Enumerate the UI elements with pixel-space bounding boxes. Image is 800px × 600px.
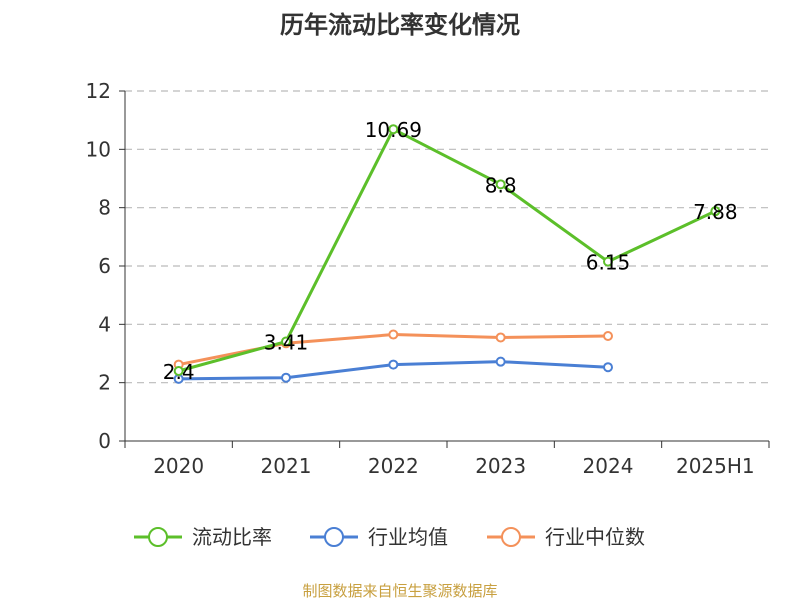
x-tick-label: 2020 xyxy=(153,454,204,478)
y-tick-label: 8 xyxy=(98,196,111,220)
y-tick-label: 6 xyxy=(98,254,111,278)
data-label: 10.69 xyxy=(365,118,422,142)
legend-marker xyxy=(148,527,168,547)
data-point xyxy=(603,331,613,341)
legend-label: 行业均值 xyxy=(368,525,448,549)
y-tick-label: 0 xyxy=(98,429,111,453)
data-point xyxy=(495,332,506,343)
legend-label: 行业中位数 xyxy=(545,525,645,549)
data-point xyxy=(603,256,613,267)
data-point xyxy=(388,124,399,135)
series-line-1 xyxy=(178,127,716,373)
data-label: 6.15 xyxy=(586,251,631,275)
legend-marker xyxy=(324,527,344,547)
data-label: 2.4 xyxy=(163,360,195,384)
y-tick-label: 2 xyxy=(98,371,111,395)
x-tick-label: 2021 xyxy=(261,454,312,478)
series xyxy=(173,124,721,384)
data-label: 3.41 xyxy=(264,331,309,355)
legend: 流动比率 行业均值 行业中位数 xyxy=(134,525,645,549)
data-point xyxy=(710,206,721,217)
data-point xyxy=(388,329,399,340)
x-tick-label: 2022 xyxy=(368,454,419,478)
data-point xyxy=(173,366,184,376)
data-label: 8.8 xyxy=(485,173,517,197)
data-labels: 2.4 3.41 10.69 8.8 6.15 7.88 xyxy=(163,118,738,384)
y-tick-label: 10 xyxy=(86,137,111,161)
data-point xyxy=(281,336,291,347)
data-point xyxy=(495,356,506,367)
axes: 0 2 4 6 8 10 12 2020 2021 2022 2023 2024 2025H1 xyxy=(86,79,770,478)
legend-marker xyxy=(501,527,521,547)
x-tick-label: 2025H1 xyxy=(676,454,755,478)
y-tick-label: 12 xyxy=(86,79,111,103)
legend-label: 流动比率 xyxy=(192,525,272,549)
data-label: 7.88 xyxy=(693,200,738,224)
data-point xyxy=(603,362,613,373)
data-point xyxy=(495,179,506,190)
x-tick-label: 2024 xyxy=(583,454,634,478)
chart-title: 历年流动比率变化情况 xyxy=(280,11,520,39)
data-point xyxy=(281,372,291,383)
x-tick-label: 2023 xyxy=(475,454,526,478)
source-note: 制图数据来自恒生聚源数据库 xyxy=(302,582,497,600)
grid xyxy=(125,90,769,384)
y-tick-label: 4 xyxy=(98,312,111,336)
data-point xyxy=(388,359,399,370)
